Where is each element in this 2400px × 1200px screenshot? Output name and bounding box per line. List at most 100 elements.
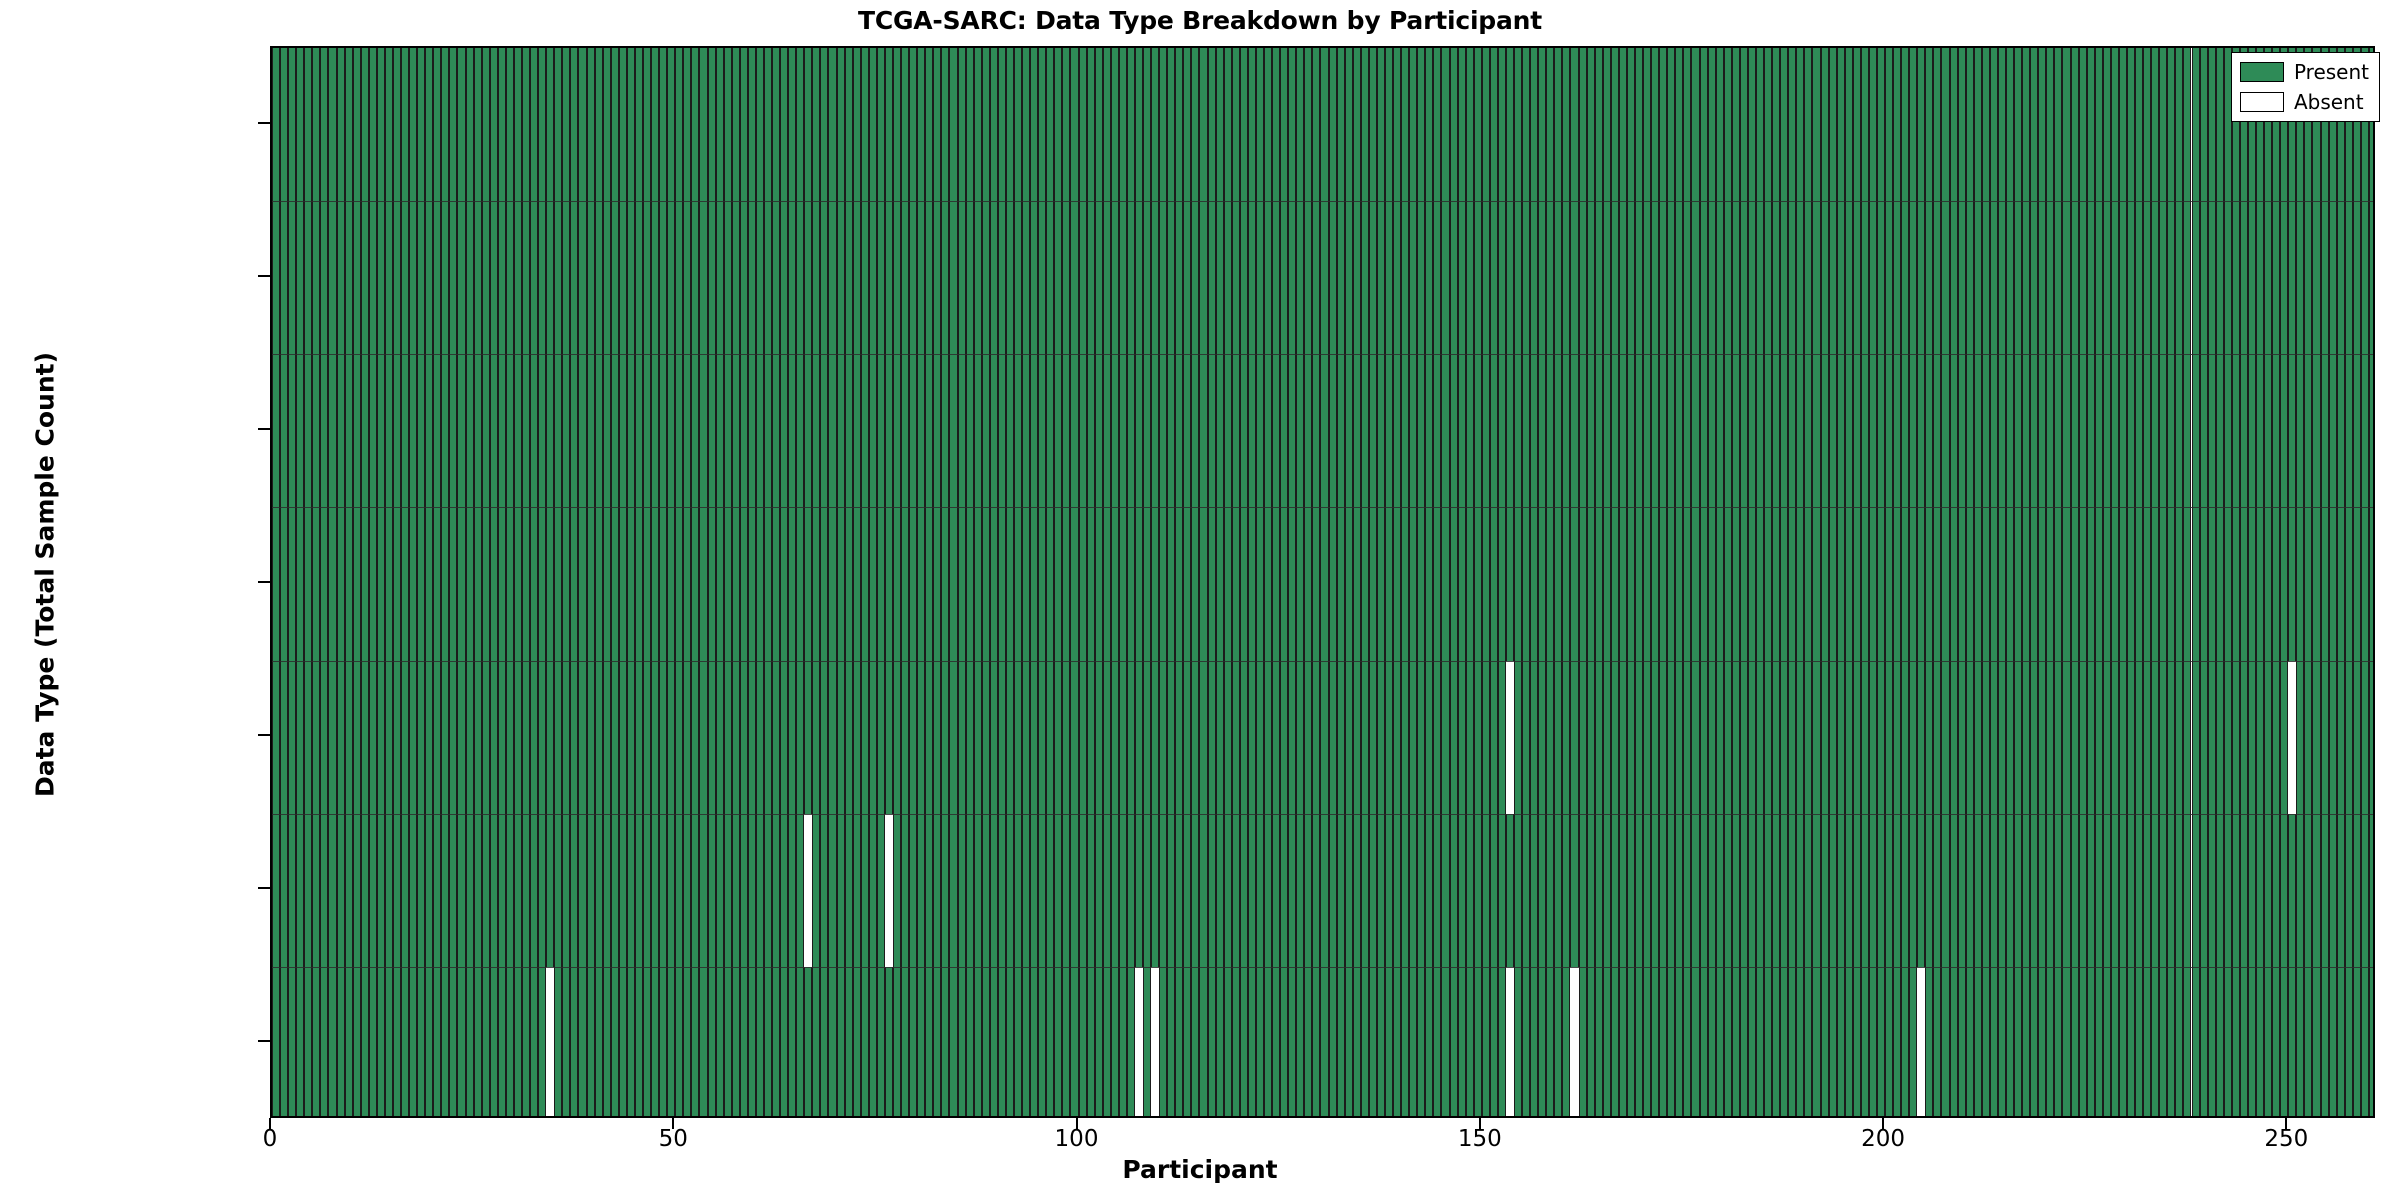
- cell-present: [280, 966, 289, 1116]
- cell-present: [312, 966, 321, 1116]
- cell-present: [1328, 48, 1337, 202]
- cell-present: [675, 48, 684, 202]
- cell-present: [917, 201, 926, 355]
- data-row-cn: [272, 507, 2373, 661]
- cell-present: [1659, 48, 1668, 202]
- cell-present: [2159, 201, 2168, 355]
- cell-present: [401, 354, 410, 508]
- cell-present: [667, 354, 676, 508]
- cell-present: [336, 354, 345, 508]
- cell-present: [570, 507, 579, 661]
- cell-absent: [2288, 660, 2297, 814]
- cell-present: [901, 813, 910, 967]
- cell-present: [2231, 354, 2240, 508]
- cell-present: [1844, 660, 1853, 814]
- cell-present: [1586, 48, 1595, 202]
- cell-present: [1191, 813, 1200, 967]
- cell-present: [1796, 48, 1805, 202]
- cell-present: [368, 354, 377, 508]
- cell-present: [344, 813, 353, 967]
- cell-present: [538, 813, 547, 967]
- cell-present: [1328, 660, 1337, 814]
- cell-present: [699, 813, 708, 967]
- cell-present: [1118, 354, 1127, 508]
- cell-present: [1086, 354, 1095, 508]
- cell-present: [1030, 507, 1039, 661]
- cell-present: [1562, 48, 1571, 202]
- cell-present: [1344, 507, 1353, 661]
- cell-present: [1691, 201, 1700, 355]
- cell-present: [513, 966, 523, 1116]
- cell-present: [852, 354, 861, 508]
- cell-present: [1425, 660, 1434, 814]
- cell-present: [1618, 201, 1627, 355]
- cell-present: [1247, 966, 1256, 1116]
- cell-present: [433, 507, 442, 661]
- x-axis-title: Participant: [1122, 1155, 1278, 1184]
- cell-present: [1530, 966, 1539, 1116]
- cell-present: [1530, 354, 1539, 508]
- cell-present: [1272, 201, 1281, 355]
- cell-present: [1360, 507, 1369, 661]
- cell-present: [804, 354, 813, 508]
- bars-layer: [272, 48, 2373, 1116]
- cell-present: [2320, 660, 2329, 814]
- cell-present: [1594, 48, 1603, 202]
- cell-present: [739, 660, 748, 814]
- cell-present: [860, 813, 869, 967]
- cell-present: [473, 201, 482, 355]
- cell-present: [401, 660, 410, 814]
- cell-present: [1514, 201, 1523, 355]
- cell-present: [731, 966, 740, 1116]
- cell-present: [1772, 507, 1781, 661]
- cell-present: [530, 201, 539, 355]
- cell-present: [1352, 813, 1361, 967]
- cell-present: [1860, 507, 1869, 661]
- cell-present: [828, 507, 837, 661]
- cell-present: [2078, 507, 2087, 661]
- cell-present: [2135, 966, 2144, 1116]
- cell-present: [1465, 48, 1474, 202]
- cell-present: [1675, 48, 1684, 202]
- cell-present: [2215, 354, 2224, 508]
- cell-present: [2247, 354, 2257, 508]
- cell-present: [2247, 507, 2257, 661]
- x-tick-mark: [1478, 1118, 1481, 1129]
- cell-present: [2118, 507, 2127, 661]
- cell-present: [1522, 48, 1531, 202]
- cell-present: [1449, 48, 1458, 202]
- cell-present: [1393, 813, 1402, 967]
- cell-present: [1264, 507, 1273, 661]
- cell-present: [1997, 813, 2006, 967]
- cell-present: [1126, 660, 1135, 814]
- cell-present: [376, 201, 385, 355]
- cell-present: [1893, 966, 1902, 1116]
- cell-present: [651, 660, 660, 814]
- cell-present: [1320, 201, 1329, 355]
- cell-present: [1820, 48, 1829, 202]
- cell-present: [1054, 966, 1063, 1116]
- cell-present: [513, 813, 523, 967]
- cell-present: [981, 507, 990, 661]
- cell-present: [844, 201, 853, 355]
- cell-present: [1022, 354, 1031, 508]
- cell-present: [699, 354, 708, 508]
- cell-present: [1876, 813, 1886, 967]
- cell-present: [1885, 354, 1894, 508]
- cell-present: [304, 966, 313, 1116]
- cell-present: [1570, 813, 1579, 967]
- y-tick-mark: [258, 581, 270, 583]
- cell-present: [2336, 507, 2345, 661]
- cell-present: [1175, 813, 1184, 967]
- cell-present: [1820, 660, 1829, 814]
- cell-present: [1497, 48, 1506, 202]
- cell-present: [1635, 813, 1644, 967]
- cell-present: [925, 48, 934, 202]
- cell-present: [2126, 813, 2136, 967]
- cell-present: [1618, 48, 1627, 202]
- cell-present: [981, 966, 990, 1116]
- cell-present: [925, 354, 934, 508]
- cell-present: [1941, 813, 1950, 967]
- cell-present: [739, 201, 748, 355]
- cell-present: [1425, 354, 1434, 508]
